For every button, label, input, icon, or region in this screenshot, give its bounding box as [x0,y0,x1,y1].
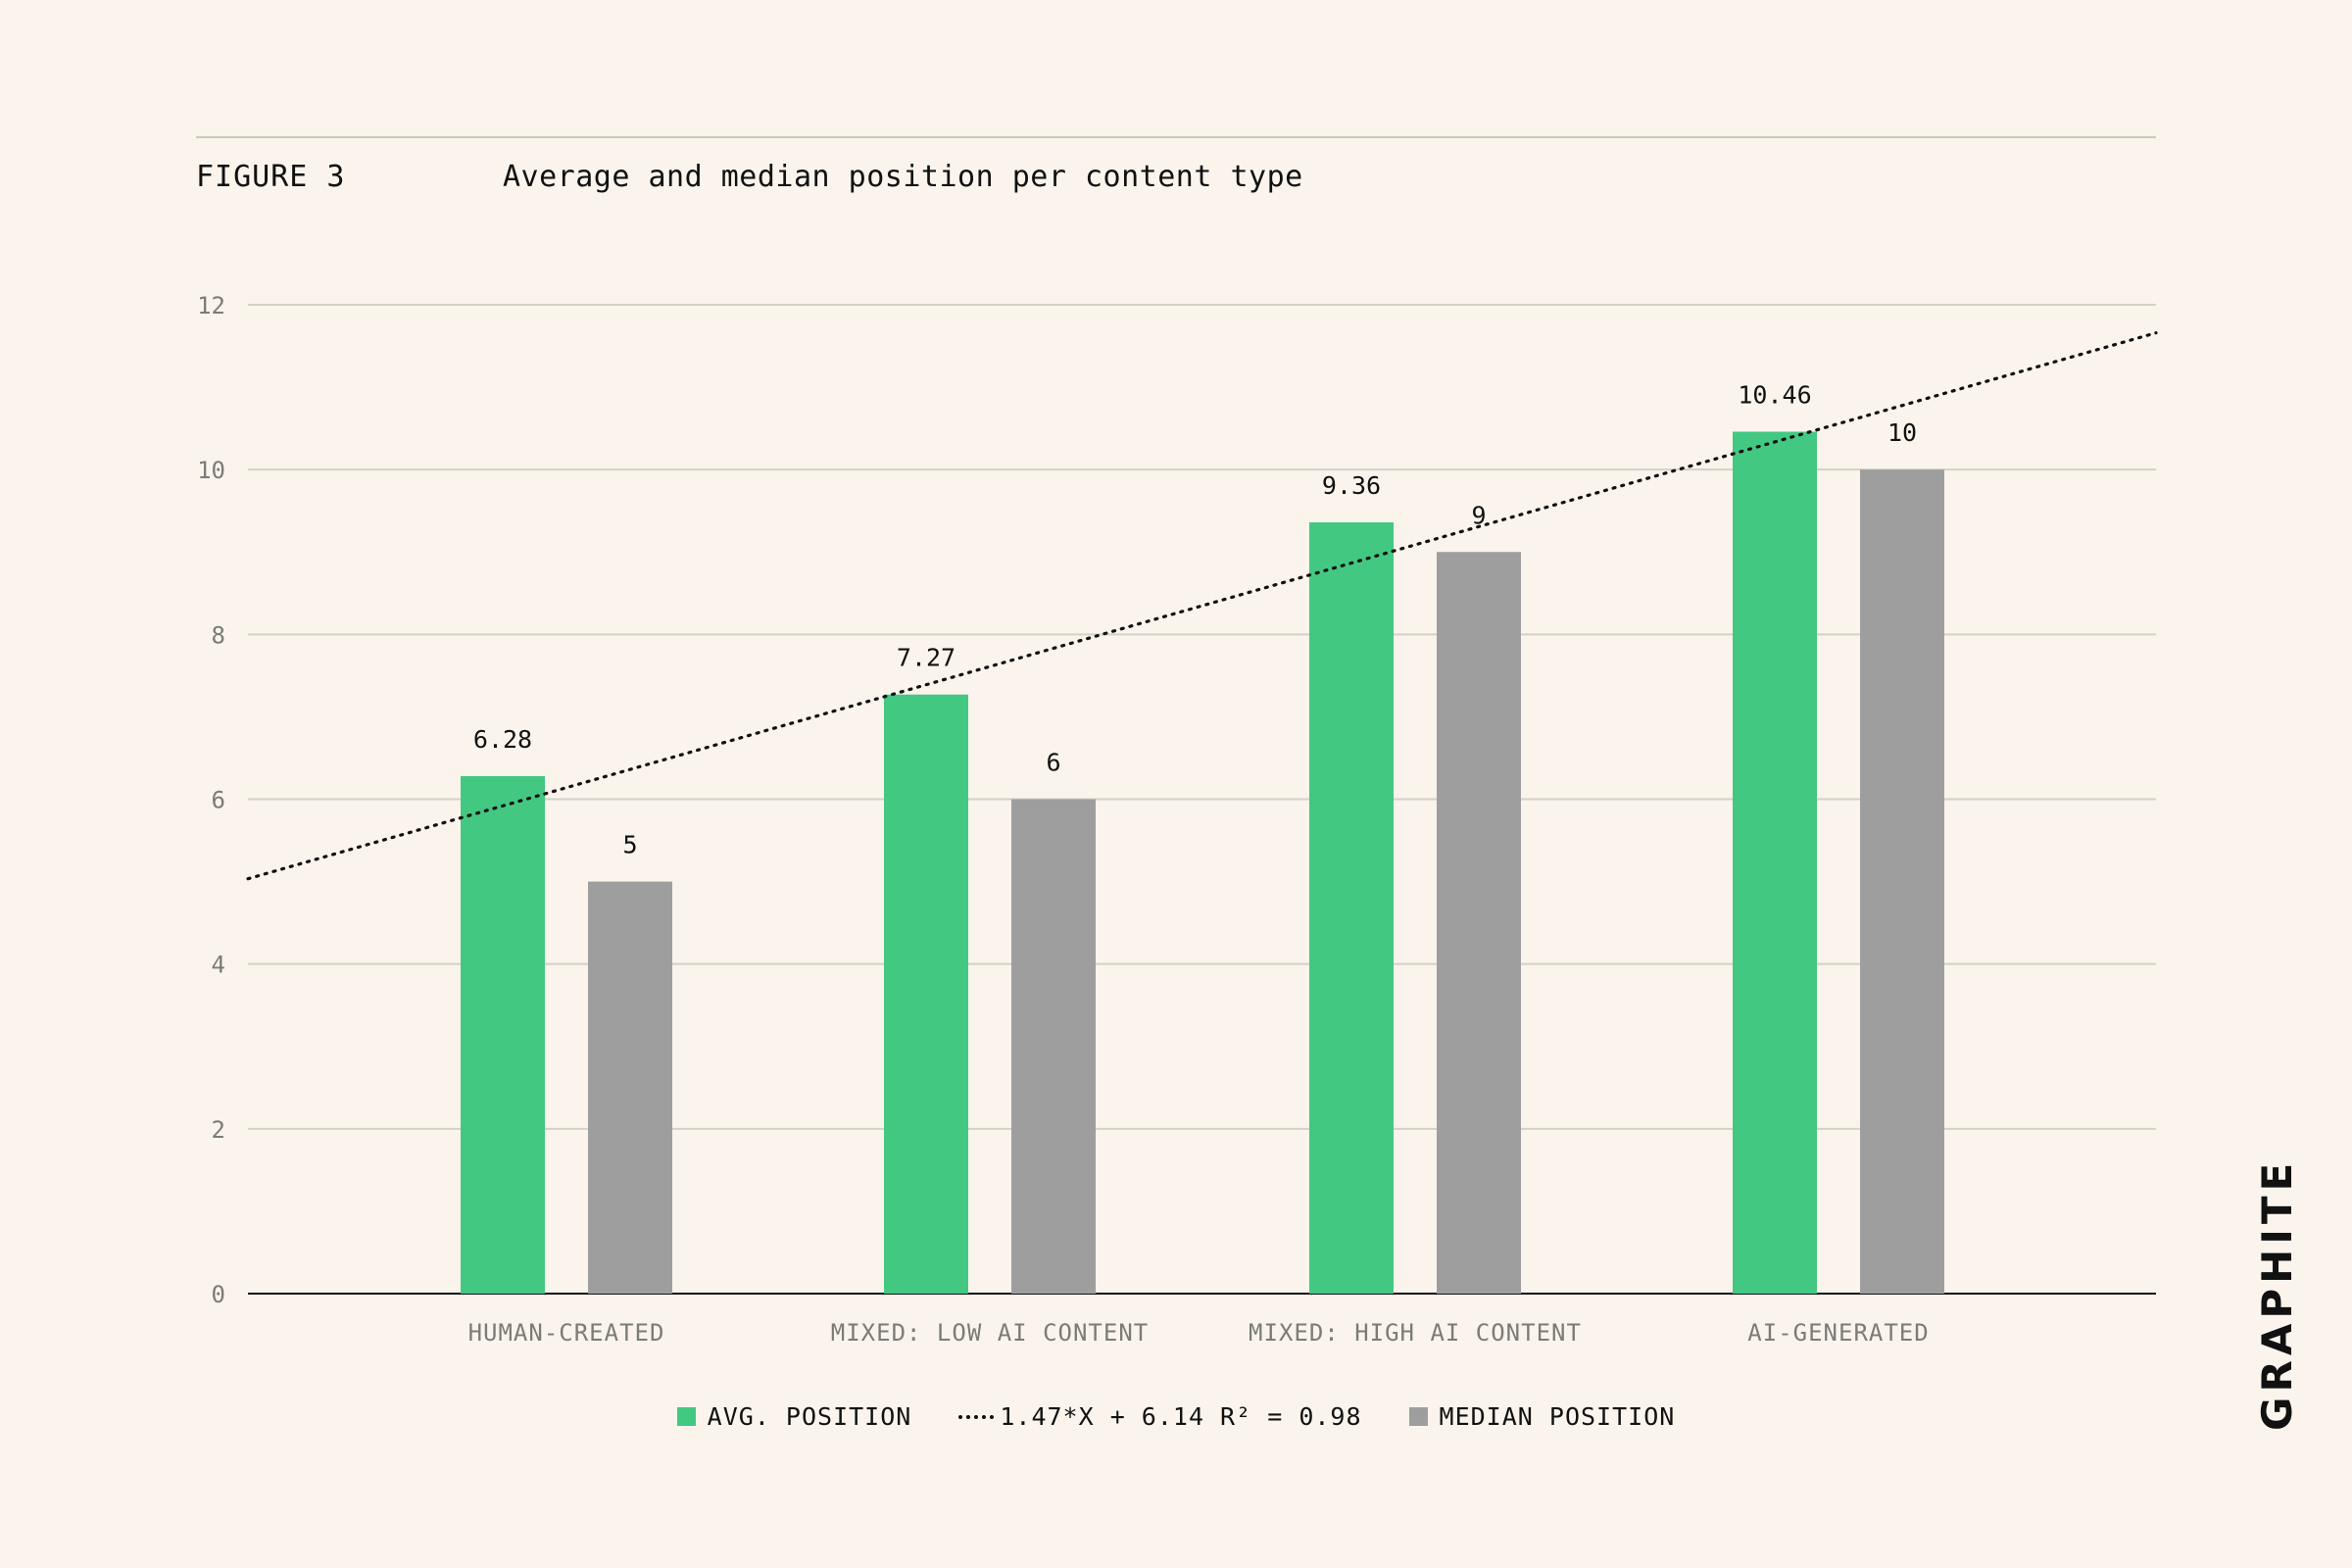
bar-avg-position [461,775,545,1294]
legend-item-avg: AVG. POSITION [676,1402,912,1431]
y-tick-label: 6 [212,787,225,814]
chart-plot-area: 0 2 4 6 8 10 12 6.28 5 HUMAN-CREATED 7.27 6 MIXED: L… [197,292,2158,1347]
legend-label-median: MEDIAN POSITION [1439,1402,1676,1431]
bar-median-position [1860,469,1944,1295]
legend-dotted-line-icon [958,1414,995,1419]
y-tick-label: 12 [197,292,225,319]
label-layer: 0 2 4 6 8 10 12 6.28 5 HUMAN-CREATED 7.27 6 MIXED: L… [197,292,1929,1347]
figure-label: FIGURE 3 [196,160,346,194]
legend-item-median: MEDIAN POSITION [1408,1402,1676,1431]
x-category-label: AI-GENERATED [1747,1319,1929,1347]
legend-label-trend: 1.47*X + 6.14 R² = 0.98 [1000,1402,1362,1431]
chart-title: Average and median position per content … [503,160,1303,194]
grid-layer [248,304,2156,1295]
legend-swatch-avg [676,1407,696,1426]
top-rule [196,136,2156,138]
data-label-median: 10 [1887,418,1917,447]
data-label-avg: 10.46 [1738,380,1811,409]
graphite-logo: GRAPHITE [2257,1158,2300,1431]
data-label-avg: 6.28 [473,725,532,754]
x-category-label: HUMAN-CREATED [468,1319,665,1347]
y-tick-label: 4 [212,952,225,979]
legend-label-avg: AVG. POSITION [707,1402,912,1431]
chart-legend: AVG. POSITION 1.47*X + 6.14 R² = 0.98 ME… [0,1402,2352,1431]
bar-avg-position [884,694,968,1294]
y-tick-label: 0 [212,1281,225,1308]
bar-avg-position [1733,431,1817,1294]
x-category-label: MIXED: LOW AI CONTENT [831,1319,1149,1347]
bar-avg-position [1309,521,1394,1294]
y-tick-label: 10 [197,457,225,484]
y-tick-label: 2 [212,1116,225,1144]
bar-median-position [588,881,672,1294]
data-label-avg: 7.27 [897,644,956,672]
data-label-median: 5 [622,831,637,859]
legend-item-trend: 1.47*X + 6.14 R² = 0.98 [958,1402,1361,1431]
bar-layer [461,431,1944,1295]
data-label-median: 6 [1046,749,1060,777]
legend-swatch-median [1408,1407,1428,1426]
graphite-logo-wordmark: GRAPHITE [2257,1158,2300,1431]
y-tick-label: 8 [212,621,225,649]
data-label-avg: 9.36 [1322,471,1381,500]
data-label-median: 9 [1471,501,1486,529]
x-category-label: MIXED: HIGH AI CONTENT [1249,1319,1582,1347]
bar-median-position [1437,552,1521,1294]
bar-median-position [1011,799,1096,1294]
